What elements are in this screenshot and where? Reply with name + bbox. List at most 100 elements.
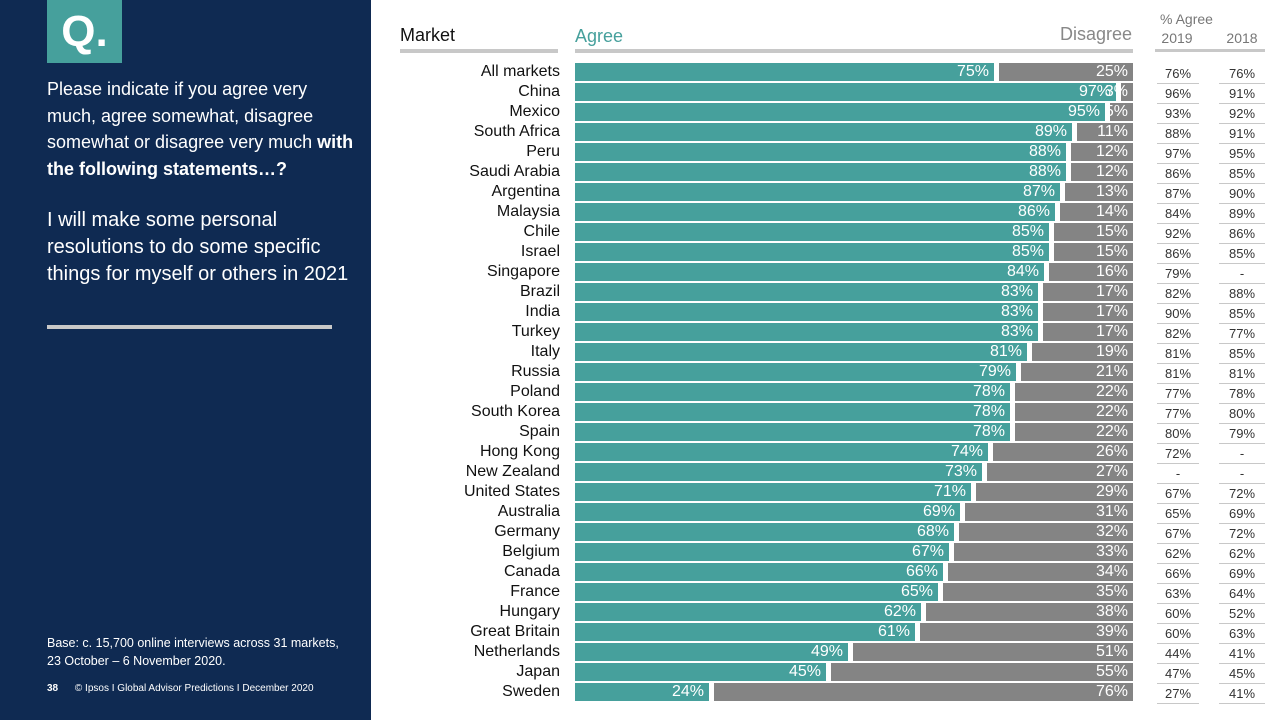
- agree-2019-value: 97%: [1157, 145, 1199, 164]
- agree-2019-value: 81%: [1157, 345, 1199, 364]
- agree-segment: [575, 163, 1066, 181]
- table-row: Chile 85% 15% 92% 86%: [0, 222, 1280, 244]
- table-row: Brazil 83% 17% 82% 88%: [0, 282, 1280, 304]
- agree-segment: [575, 123, 1072, 141]
- agree-2019-value: 82%: [1157, 285, 1199, 304]
- agree-value-label: 73%: [944, 463, 977, 480]
- table-row: South Africa 89% 11% 88% 91%: [0, 122, 1280, 144]
- disagree-segment: [1032, 343, 1133, 361]
- agree-segment: [575, 263, 1044, 281]
- agree-2018-value: 78%: [1219, 385, 1265, 404]
- agree-2018-value: -: [1219, 445, 1265, 464]
- agree-2019-value: 86%: [1157, 245, 1199, 264]
- table-row: Sweden 24% 76% 27% 41%: [0, 682, 1280, 704]
- agree-2019-value: 86%: [1157, 165, 1199, 184]
- agree-segment: [575, 643, 848, 661]
- agree-2019-value: 93%: [1157, 105, 1199, 124]
- market-label: Canada: [503, 563, 560, 580]
- agree-header: Agree: [575, 26, 624, 46]
- stacked-bar: 66% 34%: [575, 563, 1133, 581]
- table-row: Australia 69% 31% 65% 69%: [0, 502, 1280, 524]
- agree-2018-value: 69%: [1219, 565, 1265, 584]
- disagree-segment: [948, 563, 1133, 581]
- disagree-segment: [1071, 163, 1133, 181]
- agree-value-label: 68%: [916, 523, 949, 540]
- disagree-segment: [1054, 223, 1133, 241]
- disagree-value-label: 33%: [1095, 543, 1128, 560]
- market-label: United States: [463, 483, 560, 500]
- agree-segment: [575, 103, 1105, 121]
- agree-2019-value: 96%: [1157, 85, 1199, 104]
- agree-segment: [575, 403, 1010, 421]
- table-row: Spain 78% 22% 80% 79%: [0, 422, 1280, 444]
- market-label: Belgium: [502, 543, 560, 560]
- disagree-value-label: 38%: [1095, 603, 1128, 620]
- agree-segment: [575, 683, 709, 701]
- disagree-segment: [976, 483, 1133, 501]
- agree-value-label: 69%: [922, 503, 955, 520]
- market-label: Italy: [530, 343, 560, 360]
- disagree-value-label: 13%: [1095, 183, 1128, 200]
- agree-2019-value: 79%: [1157, 265, 1199, 284]
- table-row: France 65% 35% 63% 64%: [0, 582, 1280, 604]
- disagree-segment: [1043, 303, 1133, 321]
- bar-header-rule: [575, 49, 1133, 53]
- disagree-segment: [1021, 363, 1133, 381]
- disagree-value-label: 35%: [1095, 583, 1128, 600]
- table-row: New Zealand 73% 27% - -: [0, 462, 1280, 484]
- agree-segment: [575, 143, 1066, 161]
- agree-value-label: 84%: [1006, 263, 1039, 280]
- disagree-segment: [1121, 83, 1133, 101]
- stacked-bar: 95% 5%: [575, 103, 1133, 121]
- agree-value-label: 97%: [1078, 83, 1111, 100]
- disagree-segment: [1043, 323, 1133, 341]
- disagree-value-label: 5%: [1104, 103, 1128, 120]
- disagree-value-label: 27%: [1095, 463, 1128, 480]
- table-row: Canada 66% 34% 66% 69%: [0, 562, 1280, 584]
- agree-2019-value: 80%: [1157, 425, 1199, 444]
- agree-2019-value: 44%: [1157, 645, 1199, 664]
- agree-value-label: 71%: [933, 483, 966, 500]
- disagree-value-label: 31%: [1095, 503, 1128, 520]
- market-label: Germany: [494, 523, 560, 540]
- disagree-value-label: 14%: [1095, 203, 1128, 220]
- agree-2018-value: 72%: [1219, 485, 1265, 504]
- disagree-segment: [1054, 243, 1133, 261]
- agree-2019-value: 62%: [1157, 545, 1199, 564]
- agree-2019-value: 27%: [1157, 685, 1199, 704]
- agree-segment: [575, 243, 1049, 261]
- disagree-value-label: 17%: [1095, 323, 1128, 340]
- stacked-bar: 75% 25%: [575, 63, 1133, 81]
- agree-segment: [575, 603, 921, 621]
- agree-value-label: 78%: [972, 383, 1005, 400]
- agree-value-label: 83%: [1000, 303, 1033, 320]
- table-row: Italy 81% 19% 81% 85%: [0, 342, 1280, 364]
- table-row: United States 71% 29% 67% 72%: [0, 482, 1280, 504]
- agree-2018-value: 91%: [1219, 85, 1265, 104]
- agree-2018-value: 90%: [1219, 185, 1265, 204]
- disagree-segment: [999, 63, 1133, 81]
- market-label: New Zealand: [465, 463, 560, 480]
- stacked-bar: 85% 15%: [575, 223, 1133, 241]
- market-label: Peru: [526, 143, 560, 160]
- agree-segment: [575, 363, 1016, 381]
- agree-2018-value: 72%: [1219, 525, 1265, 544]
- footer: 38 © Ipsos I Global Advisor Predictions …: [47, 683, 314, 694]
- agree-segment: [575, 383, 1010, 401]
- agree-segment: [575, 503, 960, 521]
- disagree-header: Disagree: [1059, 24, 1132, 44]
- stacked-bar: 67% 33%: [575, 543, 1133, 561]
- disagree-value-label: 15%: [1095, 243, 1128, 260]
- agree-value-label: 83%: [1000, 283, 1033, 300]
- question-text: Please indicate if you agree very much, …: [47, 76, 357, 182]
- agree-segment: [575, 483, 971, 501]
- table-row: Japan 45% 55% 47% 45%: [0, 662, 1280, 684]
- disagree-value-label: 32%: [1095, 523, 1128, 540]
- agree-value-label: 78%: [972, 403, 1005, 420]
- agree-2018-value: 85%: [1219, 165, 1265, 184]
- disagree-segment: [993, 443, 1133, 461]
- disagree-value-label: 16%: [1095, 263, 1128, 280]
- table-row: Turkey 83% 17% 82% 77%: [0, 322, 1280, 344]
- agree-2019-value: 63%: [1157, 585, 1199, 604]
- agree-value-label: 85%: [1011, 243, 1044, 260]
